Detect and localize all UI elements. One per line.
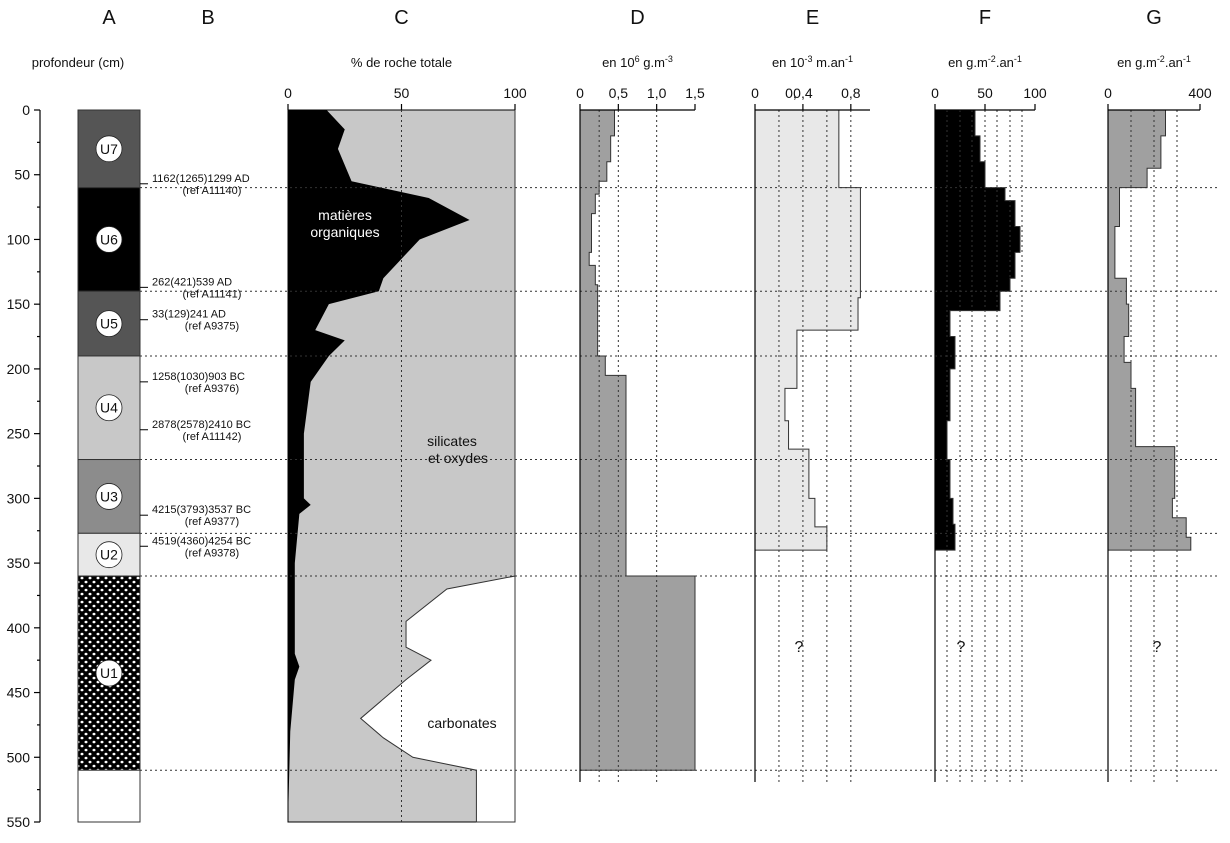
unit-label-U3: U3 <box>100 488 118 504</box>
depth-axis-label: profondeur (cm) <box>32 55 124 70</box>
carbonates-area <box>359 110 516 823</box>
panel-letter-E: E <box>806 7 819 29</box>
unit-label-badge <box>95 226 123 253</box>
lithologic-unit-base <box>77 769 141 823</box>
panel-letter-B: B <box>201 7 214 29</box>
radiocarbon-date: 262(421)539 AD <box>152 276 232 288</box>
depth-tick-label: 150 <box>7 296 31 312</box>
step-profile-E <box>754 109 861 551</box>
unit-label-U5: U5 <box>100 316 118 332</box>
data-fills-layer <box>77 109 1192 823</box>
radiocarbon-date: 33(129)241 AD <box>152 309 226 321</box>
unit-label-U6: U6 <box>100 231 118 247</box>
panel-letter-C: C <box>394 7 408 29</box>
x-tick-label-G: 0 <box>1104 85 1112 101</box>
x-tick-label-E: 0,4 <box>793 85 813 101</box>
depth-tick-label: 0 <box>22 102 30 118</box>
depth-tick-label: 500 <box>7 749 31 765</box>
radiocarbon-ref: (ref A9376) <box>185 383 239 395</box>
panel-unit-label-C: % de roche totale <box>351 55 452 70</box>
x-tick-label-extra-E: 0, <box>785 85 797 101</box>
panel-unit-label-D: en 106 g.m-3 <box>602 54 673 70</box>
carbonates-label: carbonates <box>427 715 496 731</box>
unit-label-U1: U1 <box>100 665 118 681</box>
panel-unit-label-E: en 10-3 m.an-1 <box>772 54 853 70</box>
x-tick-label-D: 0 <box>576 85 584 101</box>
radiocarbon-ref: (ref A9378) <box>185 547 239 559</box>
x-tick-label-D: 0,5 <box>609 85 629 101</box>
reference-lines-layer <box>140 110 1220 822</box>
unknown-marker-E: ? <box>795 639 804 656</box>
unit-label-badge <box>95 659 123 687</box>
radiocarbon-ref: (ref A9375) <box>185 321 239 333</box>
unit-label-U2: U2 <box>100 547 118 563</box>
x-tick-label-F: 100 <box>1023 85 1047 101</box>
depth-tick-label: 400 <box>7 620 31 636</box>
silicates-label: silicates et oxydes <box>427 433 488 466</box>
x-tick-label-D: 1,5 <box>685 85 705 101</box>
unit-label-U7: U7 <box>100 141 118 157</box>
step-profile-G <box>1107 109 1192 551</box>
panel-letter-G: G <box>1146 7 1162 29</box>
radiocarbon-date: 1162(1265)1299 AD <box>152 173 250 185</box>
x-tick-label-E: 0 <box>751 85 759 101</box>
panel-unit-label-G: en g.m-2.an-1 <box>1117 54 1191 70</box>
step-profile-F <box>934 109 1021 551</box>
unknown-marker-G: ? <box>1153 639 1162 656</box>
x-tick-label-D: 1,0 <box>647 85 667 101</box>
step-profile-D <box>579 109 696 771</box>
radiocarbon-ref: (ref A11140) <box>183 185 242 197</box>
depth-tick-label: 200 <box>7 361 31 377</box>
radiocarbon-date: 2878(2578)2410 BC <box>152 419 251 431</box>
x-tick-label-C: 50 <box>394 85 410 101</box>
x-tick-label-G: 400 <box>1188 85 1212 101</box>
depth-tick-label: 550 <box>7 814 31 830</box>
radiocarbon-date: 4215(3793)3537 BC <box>152 504 251 516</box>
organic-matter-area <box>288 110 470 822</box>
organic-matter-label: matières organiques <box>310 207 379 240</box>
x-tick-label-F: 0 <box>931 85 939 101</box>
x-tick-label-C: 100 <box>503 85 527 101</box>
radiocarbon-ref: (ref A11142) <box>183 431 242 443</box>
unit-label-badge <box>95 483 123 510</box>
x-tick-label-F: 50 <box>977 85 993 101</box>
unit-label-badge <box>95 135 123 163</box>
unit-label-badge <box>95 541 123 569</box>
radiocarbon-date: 4519(4360)4254 BC <box>152 535 251 547</box>
unit-label-U4: U4 <box>100 400 118 416</box>
panel-unit-label-F: en g.m-2.an-1 <box>948 54 1022 70</box>
unit-label-badge <box>95 394 123 422</box>
x-tick-label-C: 0 <box>284 85 292 101</box>
radiocarbon-ref: (ref A11141) <box>183 288 242 300</box>
radiocarbon-date: 1258(1030)903 BC <box>152 371 245 383</box>
radiocarbon-ref: (ref A9377) <box>185 516 239 528</box>
axes-layer <box>34 104 1201 823</box>
unknown-marker-F: ? <box>957 639 966 656</box>
labels-layer: 050100150200250300350400450500550profond… <box>7 7 1212 830</box>
depth-tick-label: 300 <box>7 490 31 506</box>
depth-tick-label: 450 <box>7 685 31 701</box>
panel-letter-A: A <box>102 7 116 29</box>
depth-tick-label: 350 <box>7 555 31 571</box>
depth-tick-label: 100 <box>7 231 31 247</box>
x-tick-label-E: 0,8 <box>841 85 861 101</box>
depth-tick-label: 250 <box>7 426 31 442</box>
unit-label-badge <box>95 310 123 338</box>
panel-letter-F: F <box>979 7 991 29</box>
depth-tick-label: 50 <box>14 167 30 183</box>
panel-letter-D: D <box>630 7 644 29</box>
